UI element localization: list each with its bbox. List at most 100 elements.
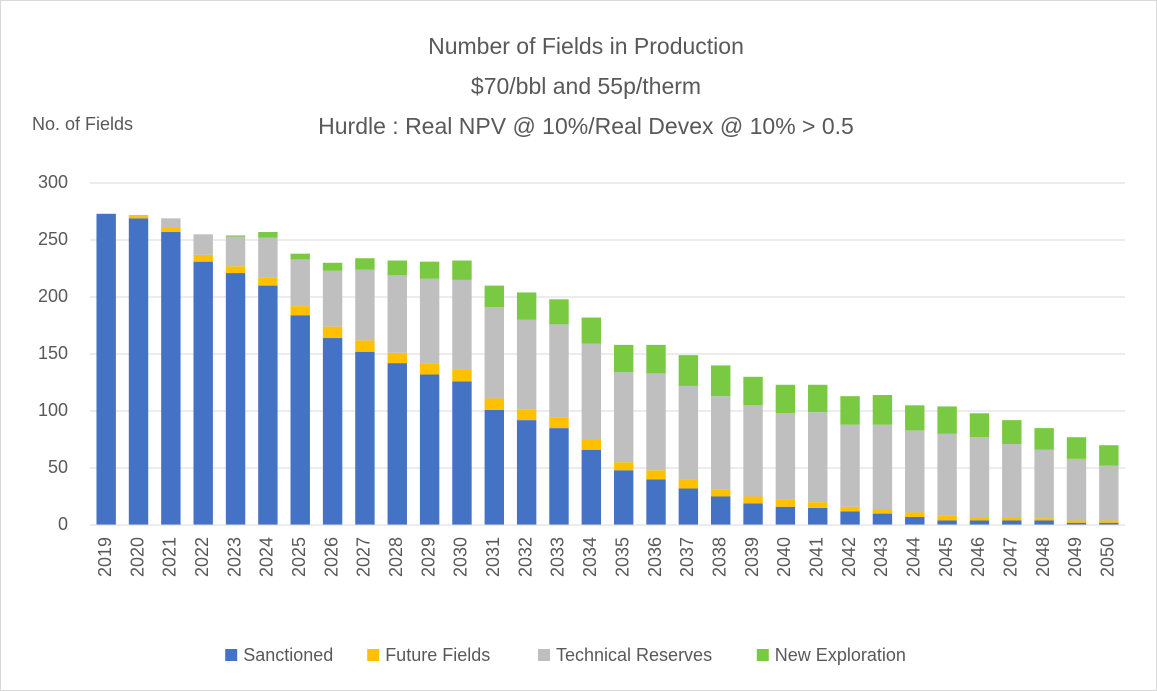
bar-segment <box>387 260 407 276</box>
bar-segment <box>808 507 828 525</box>
y-axis-label: No. of Fields <box>32 114 133 134</box>
x-tick-label: 2047 <box>1001 537 1021 577</box>
bar-segment <box>549 299 569 325</box>
bar-segment <box>387 352 407 364</box>
legend-label: Technical Reserves <box>556 645 712 665</box>
bar-segment <box>969 517 990 521</box>
bar-segment <box>711 489 731 497</box>
bar-segment <box>1066 458 1087 521</box>
bar-segment <box>775 384 796 414</box>
x-tick-label: 2041 <box>806 537 826 577</box>
bar-segment <box>678 479 699 489</box>
bar-segment <box>484 307 504 399</box>
bar-segment <box>193 254 213 262</box>
y-tick-label: 50 <box>48 457 68 477</box>
x-tick-label: 2040 <box>774 537 794 577</box>
x-tick-label: 2048 <box>1033 537 1053 577</box>
bar-segment <box>840 506 860 512</box>
bar-segment <box>1034 518 1054 521</box>
bar-segment <box>290 259 310 307</box>
chart-subtitle: Hurdle : Real NPV @ 10%/Real Devex @ 10%… <box>318 113 854 139</box>
legend-swatch <box>225 649 238 661</box>
bar-segment <box>775 413 796 500</box>
x-tick-label: 2050 <box>1098 537 1118 577</box>
legend-swatch <box>367 649 380 661</box>
bar-segment <box>516 409 537 421</box>
bar-segment <box>355 258 375 270</box>
bar-segment <box>678 385 699 480</box>
bar-segment <box>419 374 440 525</box>
bar-segment <box>355 269 375 341</box>
bar-segment <box>581 343 602 440</box>
bar-segment <box>808 384 828 413</box>
bar-segment <box>452 279 472 370</box>
legend-label: New Exploration <box>775 645 906 665</box>
y-tick-label: 0 <box>58 514 68 534</box>
bar-segment <box>711 365 731 397</box>
bar-segment <box>613 462 634 471</box>
x-tick-label: 2037 <box>677 537 697 577</box>
bar-segment <box>549 324 569 418</box>
bar-segment <box>225 273 246 525</box>
bar-segment <box>516 292 537 320</box>
bar-segment <box>290 253 310 260</box>
bar-segment <box>419 261 440 279</box>
y-tick-label: 150 <box>38 343 68 363</box>
bar-segment <box>711 496 731 525</box>
bar-segment <box>1002 517 1022 521</box>
x-tick-label: 2039 <box>742 537 762 577</box>
bar-segment <box>1066 522 1087 525</box>
bar-segment <box>452 369 472 382</box>
bar-segment <box>193 261 213 525</box>
x-tick-label: 2030 <box>451 537 471 577</box>
bar-segment <box>225 235 246 237</box>
bar-segment <box>1002 520 1022 525</box>
bar-segment <box>775 499 796 507</box>
bar-segment <box>613 372 634 463</box>
bar-segment <box>1002 420 1022 445</box>
bar-segment <box>581 317 602 344</box>
x-tick-label: 2049 <box>1065 537 1085 577</box>
bar-segment <box>646 470 666 480</box>
x-tick-label: 2036 <box>645 537 665 577</box>
bar-segment <box>581 439 602 450</box>
bar-segment <box>937 520 957 525</box>
bar-segment <box>937 515 957 521</box>
bar-segment <box>322 338 343 525</box>
bar-segment <box>161 232 181 525</box>
y-tick-label: 300 <box>38 172 68 192</box>
bar-segment <box>905 405 925 431</box>
bar-segment <box>872 509 893 514</box>
bar-segment <box>872 513 893 525</box>
bar-segment <box>355 340 375 352</box>
x-tick-label: 2032 <box>515 537 535 577</box>
bar-segment <box>128 216 149 219</box>
legend-swatch <box>538 649 550 661</box>
bar-segment <box>775 506 796 525</box>
x-tick-label: 2046 <box>968 537 988 577</box>
bar-segment <box>840 396 860 425</box>
bar-segment <box>484 285 504 308</box>
bar-segment <box>355 351 375 525</box>
bar-segment <box>322 326 343 339</box>
bar-segment <box>613 470 634 525</box>
bar-segment <box>969 520 990 525</box>
x-tick-label: 2035 <box>612 537 632 577</box>
y-tick-label: 100 <box>38 400 68 420</box>
x-tick-label: 2044 <box>904 537 924 577</box>
bar-segment <box>937 406 957 434</box>
x-tick-label: 2022 <box>192 537 212 577</box>
legend-swatch <box>756 649 769 661</box>
bar-segment <box>678 488 699 525</box>
bar-segment <box>419 278 440 364</box>
legend-label: Future Fields <box>385 645 490 665</box>
x-tick-label: 2033 <box>548 537 568 577</box>
bar-segment <box>258 285 278 525</box>
bar-segment <box>516 420 537 525</box>
bar-segment <box>193 234 213 255</box>
bar-segment <box>905 430 925 513</box>
x-tick-label: 2034 <box>580 537 600 577</box>
bar-segment <box>484 409 504 525</box>
bar-segment <box>678 355 699 386</box>
